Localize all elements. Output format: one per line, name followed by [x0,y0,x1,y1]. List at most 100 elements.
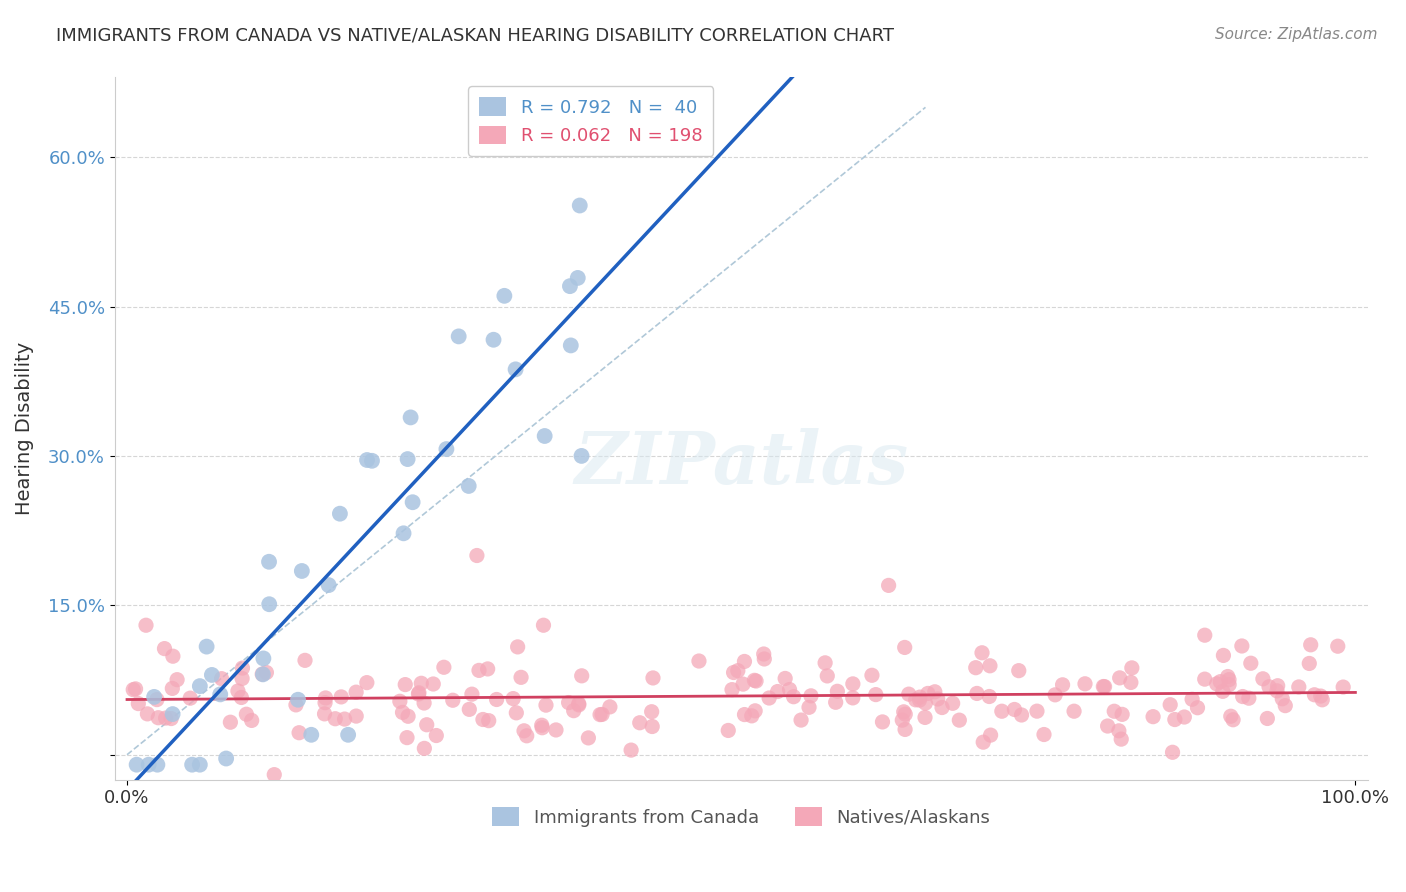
Point [773,672,796,686]
Point [506,640,529,654]
Point [166,673,188,687]
Point [970,646,993,660]
Point [422,677,444,691]
Point [226,684,249,698]
Point [877,578,900,592]
Point [391,706,413,720]
Point [744,673,766,688]
Point [980,728,1002,742]
Point [1108,723,1130,738]
Point [219,715,242,730]
Point [571,669,593,683]
Point [155,711,177,725]
Point [727,664,749,678]
Point [1108,671,1130,685]
Point [127,697,149,711]
Point [897,687,920,701]
Point [333,712,356,726]
Point [465,549,488,563]
Point [797,700,820,714]
Point [779,682,801,697]
Point [179,691,201,706]
Point [148,711,170,725]
Point [1119,675,1142,690]
Y-axis label: Hearing Disability: Hearing Disability [15,342,34,516]
Point [315,690,337,705]
Point [252,651,274,665]
Point [408,686,430,700]
Point [568,698,591,712]
Point [948,713,970,727]
Point [723,665,745,680]
Point [510,670,533,684]
Point [721,682,744,697]
Point [1303,688,1326,702]
Point [914,710,936,724]
Point [356,453,378,467]
Point [766,684,789,698]
Point [416,717,439,731]
Point [1240,657,1263,671]
Point [257,555,280,569]
Point [741,709,763,723]
Point [396,709,419,723]
Point [557,696,579,710]
Point [441,693,464,707]
Point [894,723,917,737]
Point [388,694,411,708]
Point [231,672,253,686]
Point [1173,710,1195,724]
Point [318,578,340,592]
Point [323,712,346,726]
Point [1205,677,1227,691]
Point [153,641,176,656]
Point [814,656,837,670]
Point [591,707,613,722]
Point [240,714,263,728]
Point [329,507,352,521]
Point [337,728,360,742]
Point [1194,628,1216,642]
Point [1026,704,1049,718]
Point [330,690,353,704]
Point [344,709,367,723]
Point [468,664,491,678]
Point [485,692,508,706]
Point [209,687,232,701]
Point [1111,707,1133,722]
Point [399,410,422,425]
Point [891,713,914,727]
Point [138,757,160,772]
Point [533,618,555,632]
Point [917,686,939,700]
Point [576,731,599,745]
Point [991,704,1014,718]
Point [717,723,740,738]
Text: IMMIGRANTS FROM CANADA VS NATIVE/ALASKAN HEARING DISABILITY CORRELATION CHART: IMMIGRANTS FROM CANADA VS NATIVE/ALASKAN… [56,27,894,45]
Point [1271,691,1294,706]
Point [544,723,567,737]
Point [433,660,456,674]
Point [231,661,253,675]
Point [287,692,309,706]
Point [824,695,846,709]
Point [294,653,316,667]
Point [136,706,159,721]
Point [250,667,273,681]
Point [344,685,367,699]
Point [263,767,285,781]
Point [201,668,224,682]
Point [436,442,458,456]
Point [908,690,931,705]
Point [231,690,253,705]
Point [1187,700,1209,714]
Point [744,704,766,718]
Point [505,362,527,376]
Point [1011,708,1033,723]
Point [195,640,218,654]
Point [1298,657,1320,671]
Point [314,706,336,721]
Point [1251,672,1274,686]
Point [1094,680,1116,694]
Point [457,479,479,493]
